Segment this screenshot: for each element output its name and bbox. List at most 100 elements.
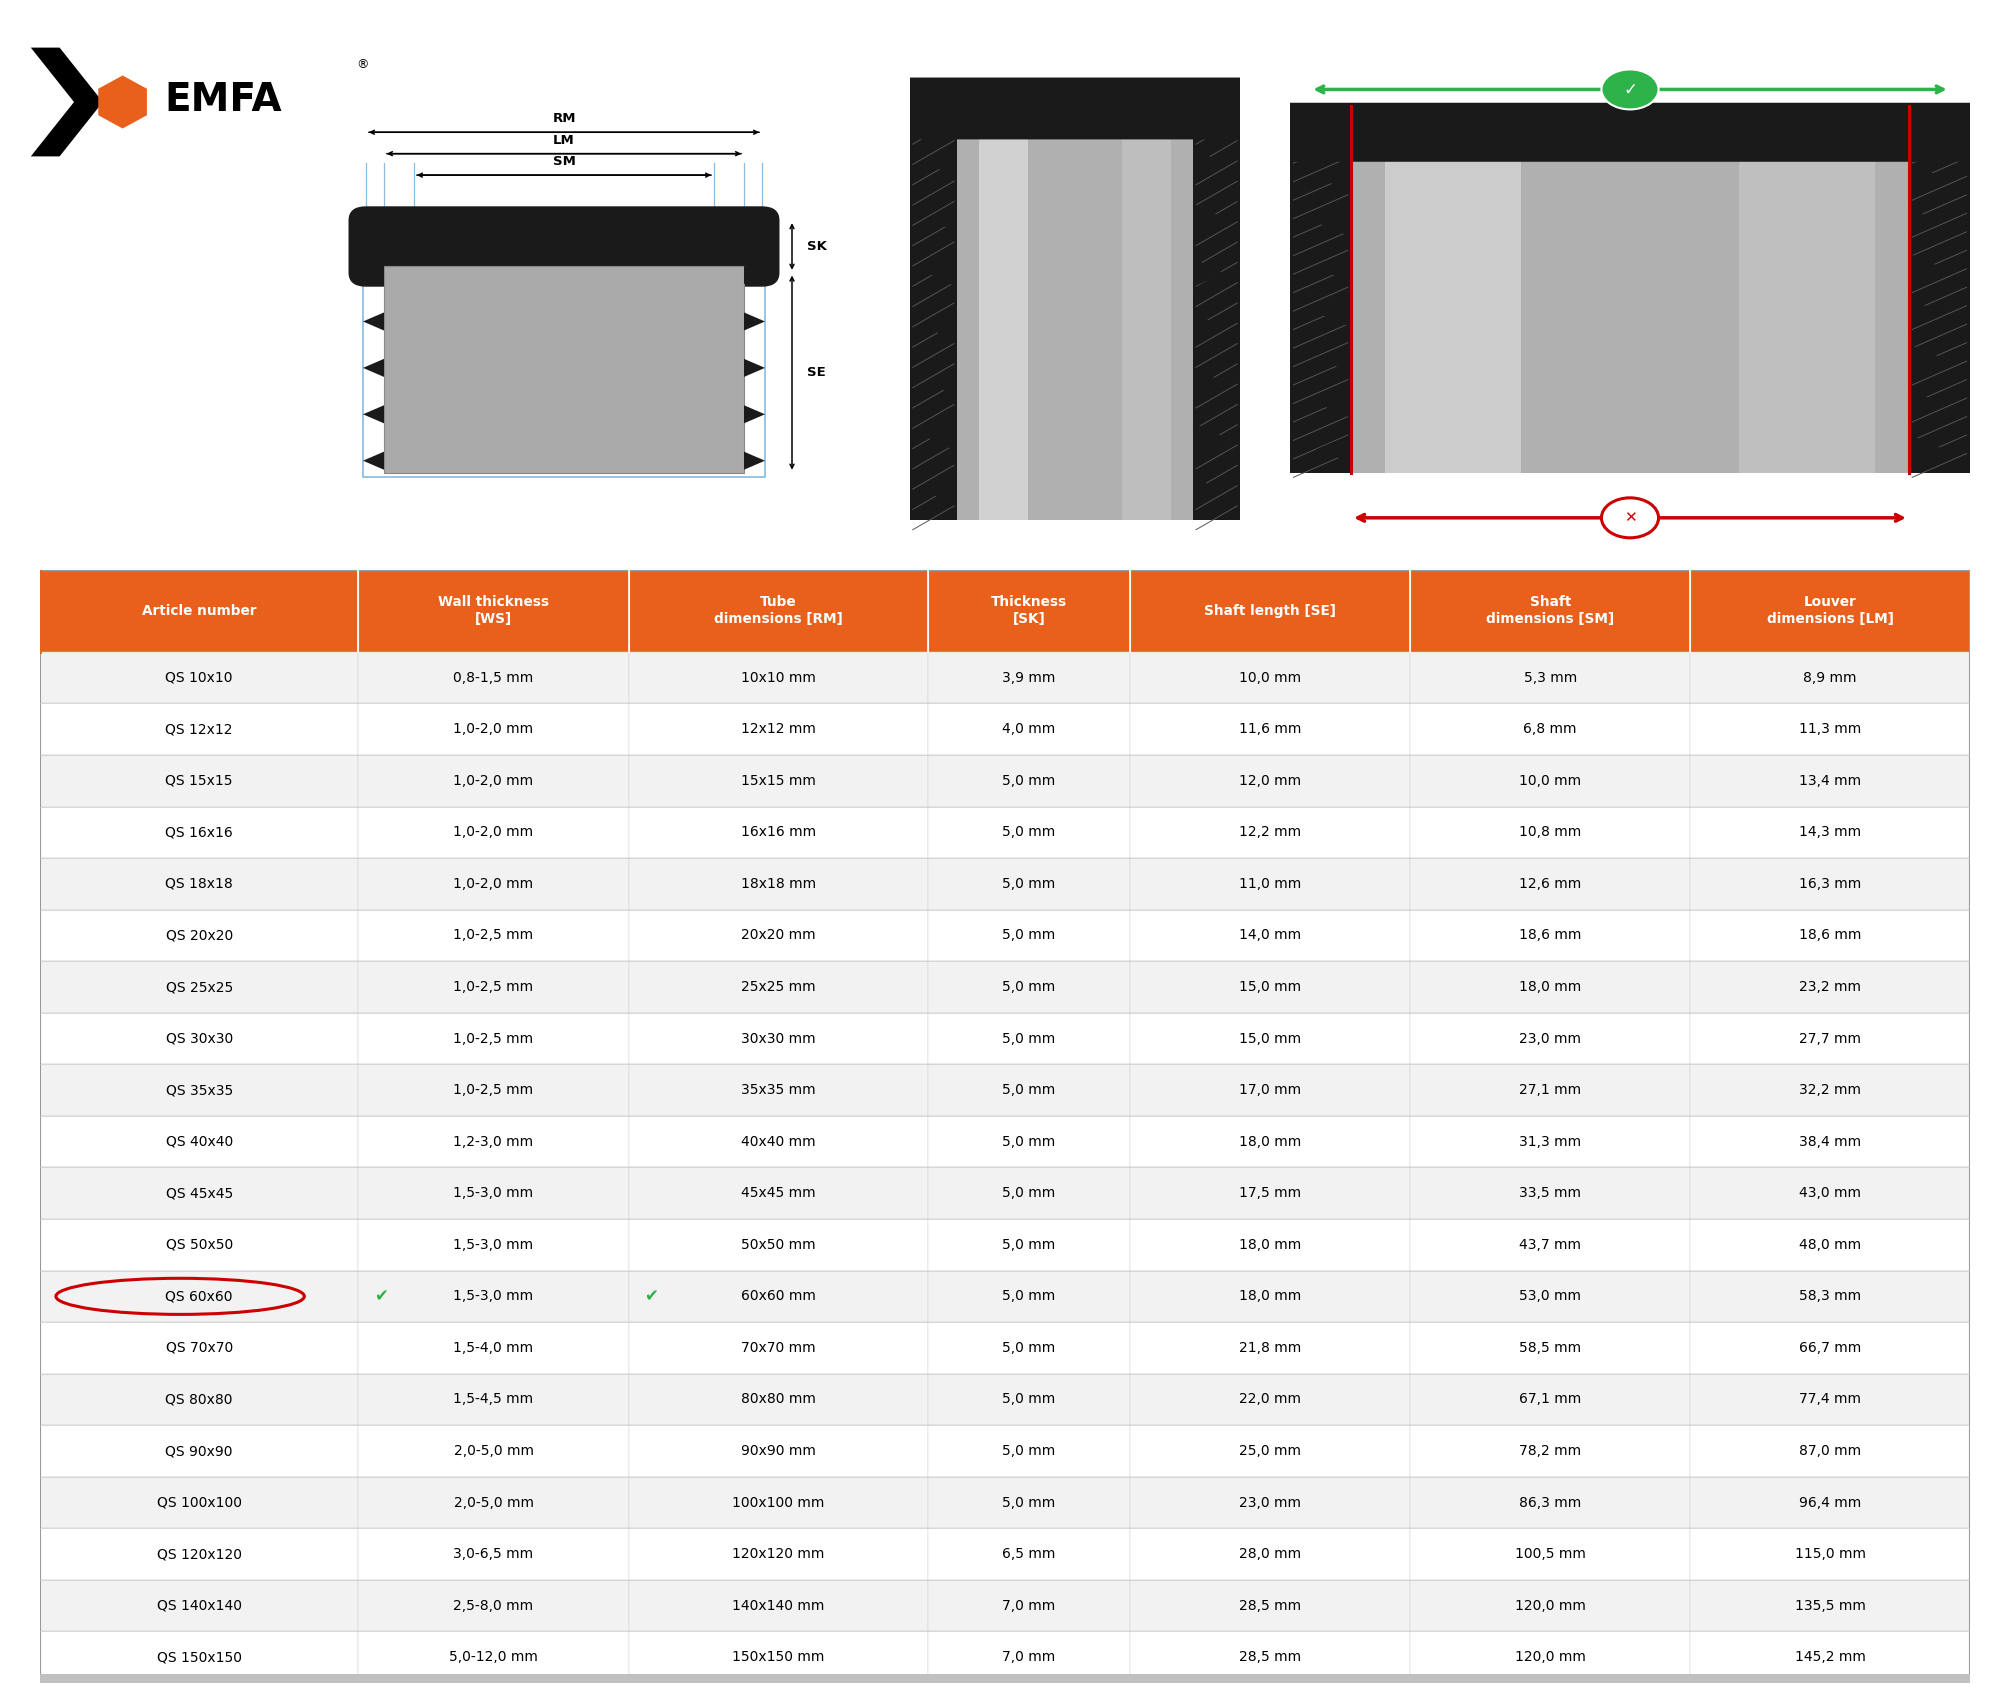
Text: 7,0 mm: 7,0 mm bbox=[1002, 1651, 1056, 1664]
Bar bbox=[1130, 570, 1410, 651]
Bar bbox=[40, 1528, 358, 1579]
Bar bbox=[358, 1323, 628, 1374]
Text: 1,5-3,0 mm: 1,5-3,0 mm bbox=[454, 1238, 534, 1251]
Bar bbox=[928, 858, 1130, 910]
Bar bbox=[358, 910, 628, 960]
Text: ✔: ✔ bbox=[644, 1287, 658, 1306]
Polygon shape bbox=[364, 313, 384, 330]
Bar bbox=[1130, 910, 1410, 960]
Bar bbox=[928, 1323, 1130, 1374]
Text: 33,5 mm: 33,5 mm bbox=[1520, 1187, 1582, 1200]
Bar bbox=[40, 1632, 358, 1683]
Bar bbox=[628, 806, 928, 858]
Text: 1,2-3,0 mm: 1,2-3,0 mm bbox=[454, 1134, 534, 1149]
Bar bbox=[928, 704, 1130, 755]
Bar bbox=[628, 910, 928, 960]
Text: ✓: ✓ bbox=[1624, 80, 1636, 99]
Polygon shape bbox=[744, 359, 764, 377]
Text: 115,0 mm: 115,0 mm bbox=[1794, 1547, 1866, 1561]
Bar bbox=[628, 1013, 928, 1064]
Text: 145,2 mm: 145,2 mm bbox=[1794, 1651, 1866, 1664]
Bar bbox=[1908, 126, 1970, 473]
Bar bbox=[628, 1270, 928, 1323]
Text: 28,5 mm: 28,5 mm bbox=[1240, 1598, 1302, 1613]
Polygon shape bbox=[364, 405, 384, 423]
Bar bbox=[1410, 1168, 1690, 1219]
Polygon shape bbox=[1908, 209, 1942, 236]
Text: 18,6 mm: 18,6 mm bbox=[1798, 928, 1862, 942]
Polygon shape bbox=[30, 48, 102, 156]
Bar bbox=[1738, 150, 1874, 473]
Bar bbox=[1130, 1579, 1410, 1632]
Bar bbox=[40, 1013, 358, 1064]
Bar bbox=[928, 1064, 1130, 1115]
Text: 2,0-5,0 mm: 2,0-5,0 mm bbox=[454, 1496, 534, 1510]
Bar bbox=[358, 1579, 628, 1632]
Bar bbox=[978, 126, 1028, 520]
Text: 77,4 mm: 77,4 mm bbox=[1800, 1392, 1862, 1406]
Text: QS 45x45: QS 45x45 bbox=[166, 1187, 232, 1200]
Bar bbox=[1410, 1528, 1690, 1579]
Bar bbox=[1410, 858, 1690, 910]
Bar bbox=[628, 1579, 928, 1632]
Bar bbox=[928, 570, 1130, 651]
Bar bbox=[1690, 1270, 1970, 1323]
Text: 86,3 mm: 86,3 mm bbox=[1520, 1496, 1582, 1510]
Bar bbox=[928, 1528, 1130, 1579]
Text: 5,0 mm: 5,0 mm bbox=[1002, 1134, 1056, 1149]
Text: 2,5-8,0 mm: 2,5-8,0 mm bbox=[454, 1598, 534, 1613]
Bar bbox=[1690, 960, 1970, 1013]
Text: 28,5 mm: 28,5 mm bbox=[1240, 1651, 1302, 1664]
Text: 87,0 mm: 87,0 mm bbox=[1800, 1443, 1862, 1459]
Bar bbox=[40, 1064, 358, 1115]
Bar bbox=[928, 1632, 1130, 1683]
Bar bbox=[1122, 126, 1172, 520]
FancyBboxPatch shape bbox=[350, 207, 778, 286]
Text: 5,0 mm: 5,0 mm bbox=[1002, 877, 1056, 891]
Text: 23,0 mm: 23,0 mm bbox=[1240, 1496, 1302, 1510]
Polygon shape bbox=[926, 313, 956, 342]
Polygon shape bbox=[926, 478, 956, 507]
Polygon shape bbox=[1908, 435, 1942, 462]
Bar bbox=[1690, 1219, 1970, 1270]
Bar bbox=[1690, 1632, 1970, 1683]
Text: ✔: ✔ bbox=[374, 1287, 388, 1306]
Bar bbox=[358, 755, 628, 806]
Bar bbox=[628, 570, 928, 651]
Polygon shape bbox=[926, 150, 956, 177]
Bar bbox=[1690, 1374, 1970, 1425]
Text: 15,0 mm: 15,0 mm bbox=[1240, 979, 1302, 994]
Bar bbox=[628, 1425, 928, 1477]
Text: 7,0 mm: 7,0 mm bbox=[1002, 1598, 1056, 1613]
Polygon shape bbox=[364, 265, 384, 284]
Text: QS 20x20: QS 20x20 bbox=[166, 928, 232, 942]
Text: 17,5 mm: 17,5 mm bbox=[1240, 1187, 1302, 1200]
Bar bbox=[1194, 105, 1240, 520]
Bar bbox=[1410, 910, 1690, 960]
Bar bbox=[910, 105, 956, 520]
Bar bbox=[1410, 1064, 1690, 1115]
Text: 1,0-2,0 mm: 1,0-2,0 mm bbox=[454, 722, 534, 736]
Text: 5,0 mm: 5,0 mm bbox=[1002, 1083, 1056, 1096]
Text: QS 50x50: QS 50x50 bbox=[166, 1238, 232, 1251]
Bar bbox=[1352, 150, 1908, 473]
Polygon shape bbox=[364, 359, 384, 377]
Bar bbox=[1130, 1013, 1410, 1064]
Bar bbox=[1690, 1425, 1970, 1477]
Bar bbox=[40, 651, 358, 704]
Text: 6,8 mm: 6,8 mm bbox=[1524, 722, 1576, 736]
Bar bbox=[40, 1219, 358, 1270]
Text: QS 60x60: QS 60x60 bbox=[166, 1289, 232, 1304]
Bar bbox=[358, 1013, 628, 1064]
Bar bbox=[928, 1425, 1130, 1477]
Bar bbox=[1690, 1323, 1970, 1374]
Text: 18,6 mm: 18,6 mm bbox=[1520, 928, 1582, 942]
Text: 60x60 mm: 60x60 mm bbox=[740, 1289, 816, 1304]
Text: 5,0 mm: 5,0 mm bbox=[1002, 928, 1056, 942]
Bar bbox=[928, 1115, 1130, 1168]
Polygon shape bbox=[1318, 163, 1352, 192]
Bar bbox=[358, 1219, 628, 1270]
Text: 27,7 mm: 27,7 mm bbox=[1800, 1032, 1862, 1045]
Text: SM: SM bbox=[552, 155, 576, 168]
Bar bbox=[358, 806, 628, 858]
